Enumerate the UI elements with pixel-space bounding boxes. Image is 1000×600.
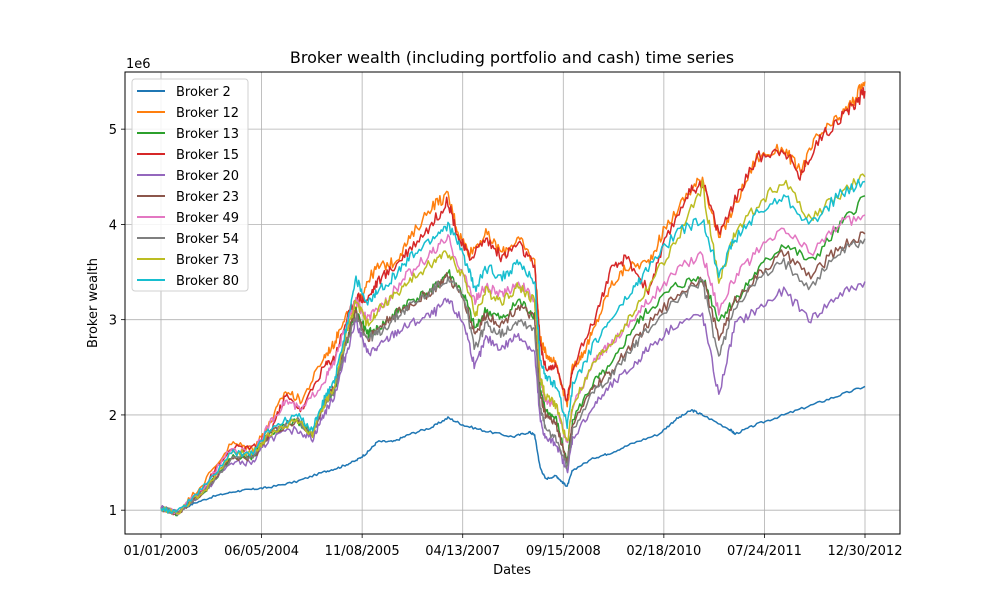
y-tick-label: 2 [109, 409, 117, 424]
series-line [160, 231, 866, 516]
y-tick-label: 5 [109, 123, 117, 138]
chart-title: Broker wealth (including portfolio and c… [290, 48, 734, 67]
legend-label: Broker 13 [176, 127, 239, 142]
x-tick-label: 01/01/2003 [124, 544, 199, 559]
legend-label: Broker 23 [176, 190, 239, 205]
series-lines [160, 81, 866, 517]
plot-frame [124, 71, 901, 535]
series-line [160, 238, 866, 515]
y-tick-label: 4 [109, 218, 117, 233]
series-line [160, 87, 866, 516]
x-tick-label: 02/18/2010 [626, 544, 701, 559]
legend-label: Broker 80 [176, 274, 239, 289]
legend-label: Broker 54 [176, 232, 239, 247]
y-tick-label: 3 [109, 314, 117, 329]
x-tick-label: 07/24/2011 [727, 544, 802, 559]
legend-label: Broker 12 [176, 106, 239, 121]
legend: Broker 2 Broker 12 Broker 13 Broker 15 Broke… [131, 78, 249, 292]
series-line [160, 178, 866, 514]
y-offset-label: 1e6 [126, 57, 151, 72]
x-tick-label: 09/15/2008 [526, 544, 601, 559]
x-tick-label: 12/30/2012 [828, 544, 903, 559]
series-line [160, 195, 866, 517]
legend-label: Broker 2 [176, 85, 231, 100]
y-axis: 1 2 3 4 5 [109, 123, 125, 519]
legend-label: Broker 73 [176, 253, 239, 268]
x-tick-label: 04/13/2007 [425, 544, 500, 559]
series-line [160, 81, 866, 516]
legend-label: Broker 15 [176, 148, 239, 163]
legend-label: Broker 49 [176, 211, 239, 226]
x-axis-label: Dates [493, 563, 531, 578]
series-line [160, 385, 866, 514]
legend-label: Broker 20 [176, 169, 239, 184]
series-line [160, 173, 866, 515]
x-axis: 01/01/2003 06/05/2004 11/08/2005 04/13/2007… [124, 534, 903, 559]
series-line [160, 214, 866, 515]
x-tick-label: 11/08/2005 [325, 544, 400, 559]
y-tick-label: 1 [109, 504, 117, 519]
y-axis-label: Broker wealth [86, 258, 101, 348]
x-tick-label: 06/05/2004 [224, 544, 299, 559]
